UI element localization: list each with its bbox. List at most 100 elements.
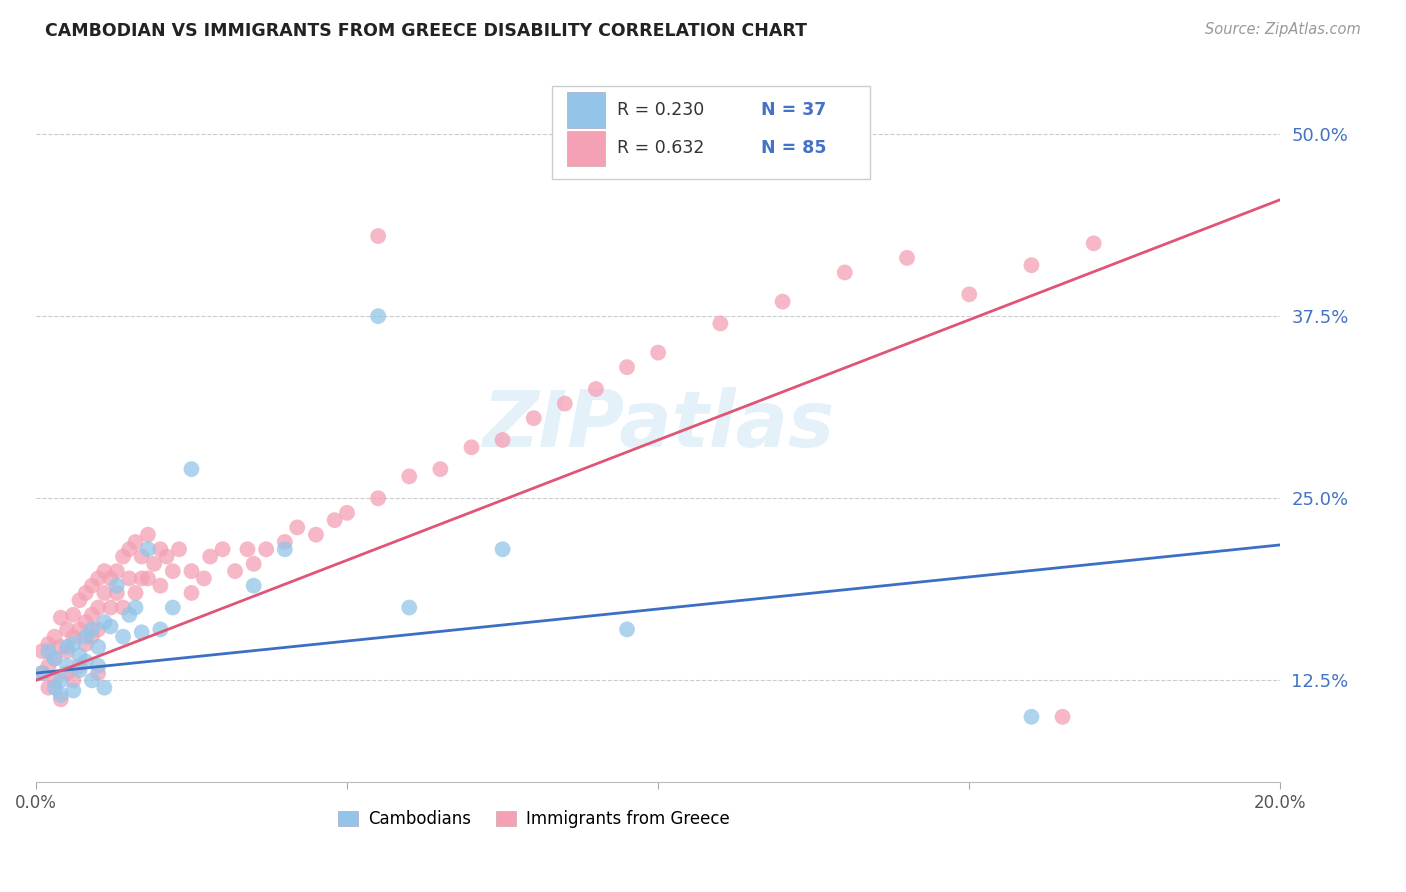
Point (323, 513, 346, 527)
Point (460, 440, 482, 454)
Point (100, 619, 122, 633)
Point (69, 648, 91, 663)
Point (1021, 258, 1043, 272)
Point (75, 637, 97, 651)
Point (56, 640, 79, 654)
Point (31, 666, 53, 681)
Text: Source: ZipAtlas.com: Source: ZipAtlas.com (1205, 22, 1361, 37)
Point (285, 520, 308, 534)
Point (37, 637, 59, 651)
Point (44, 651, 66, 665)
Point (112, 630, 135, 644)
Point (80, 630, 103, 644)
Point (37, 644, 59, 658)
Point (143, 557, 166, 571)
Point (69, 663, 91, 677)
Point (62, 637, 84, 651)
Point (105, 586, 128, 600)
Point (87, 666, 110, 681)
Point (100, 600, 122, 615)
Point (62, 630, 84, 644)
FancyBboxPatch shape (567, 130, 605, 166)
Point (367, 491, 389, 506)
Point (80, 607, 103, 622)
Text: N = 37: N = 37 (762, 101, 827, 119)
Point (149, 542, 172, 557)
Point (93, 564, 115, 578)
Point (93, 586, 115, 600)
Point (118, 571, 141, 585)
Point (44, 673, 66, 688)
Point (62, 673, 84, 688)
Point (180, 586, 202, 600)
Point (585, 382, 607, 396)
Point (87, 658, 110, 673)
Point (180, 564, 202, 578)
Point (49, 673, 72, 688)
Point (834, 265, 856, 279)
Point (87, 623, 110, 637)
Point (49, 611, 72, 625)
Point (136, 542, 159, 557)
Point (75, 630, 97, 644)
Point (75, 655, 97, 669)
Point (93, 681, 115, 695)
Point (131, 549, 153, 564)
Point (254, 542, 277, 557)
Point (398, 469, 420, 483)
Point (75, 615, 97, 629)
Point (367, 309, 389, 323)
Point (80, 579, 103, 593)
Point (118, 542, 141, 557)
Point (56, 644, 79, 658)
Point (274, 535, 297, 549)
Point (616, 623, 638, 637)
Point (162, 564, 184, 578)
Point (647, 345, 669, 359)
Text: R = 0.230: R = 0.230 (617, 101, 704, 119)
Point (87, 600, 110, 615)
Point (896, 251, 918, 265)
Point (87, 571, 110, 585)
Point (44, 681, 66, 695)
Point (149, 579, 172, 593)
Point (1083, 236, 1105, 251)
Text: CAMBODIAN VS IMMIGRANTS FROM GREECE DISABILITY CORRELATION CHART: CAMBODIAN VS IMMIGRANTS FROM GREECE DISA… (45, 22, 807, 40)
Point (131, 625, 153, 640)
Point (62, 607, 84, 622)
Point (274, 542, 297, 557)
Point (31, 644, 53, 658)
Point (155, 549, 177, 564)
Point (1021, 710, 1043, 724)
Point (162, 600, 184, 615)
Point (772, 294, 794, 309)
Point (136, 527, 159, 541)
Point (69, 593, 91, 607)
Point (93, 615, 115, 629)
Text: R = 0.632: R = 0.632 (617, 139, 704, 158)
Point (554, 396, 576, 410)
Point (198, 549, 221, 564)
Point (56, 666, 79, 681)
Point (75, 586, 97, 600)
Point (118, 607, 141, 622)
Point (523, 411, 546, 425)
Point (193, 571, 215, 585)
Point (80, 673, 103, 688)
Point (167, 542, 190, 557)
Point (131, 571, 153, 585)
FancyBboxPatch shape (553, 87, 870, 179)
Point (49, 688, 72, 702)
Point (242, 557, 264, 571)
Point (149, 623, 172, 637)
Text: N = 85: N = 85 (762, 139, 827, 158)
Point (69, 658, 91, 673)
Point (49, 640, 72, 654)
Legend: Cambodians, Immigrants from Greece: Cambodians, Immigrants from Greece (332, 804, 737, 835)
Point (105, 579, 128, 593)
Point (80, 623, 103, 637)
Point (305, 527, 328, 541)
Point (491, 542, 513, 557)
Point (31, 666, 53, 681)
Point (136, 571, 159, 585)
